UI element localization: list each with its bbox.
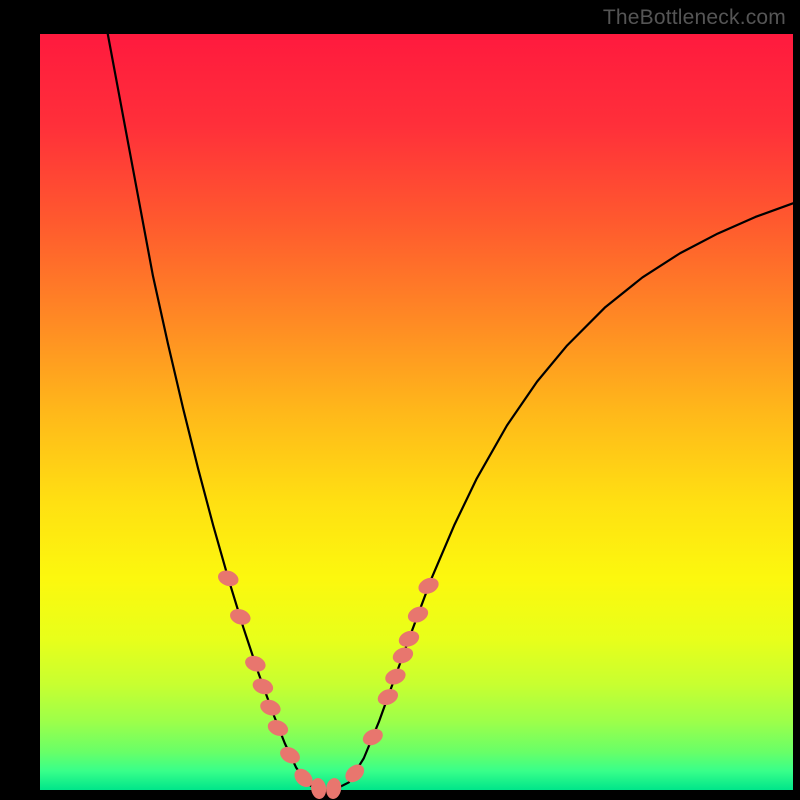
chart-container: TheBottleneck.com — [0, 0, 800, 800]
plot-background — [40, 34, 793, 790]
watermark-text: TheBottleneck.com — [603, 6, 786, 30]
bottleneck-chart — [0, 0, 800, 800]
